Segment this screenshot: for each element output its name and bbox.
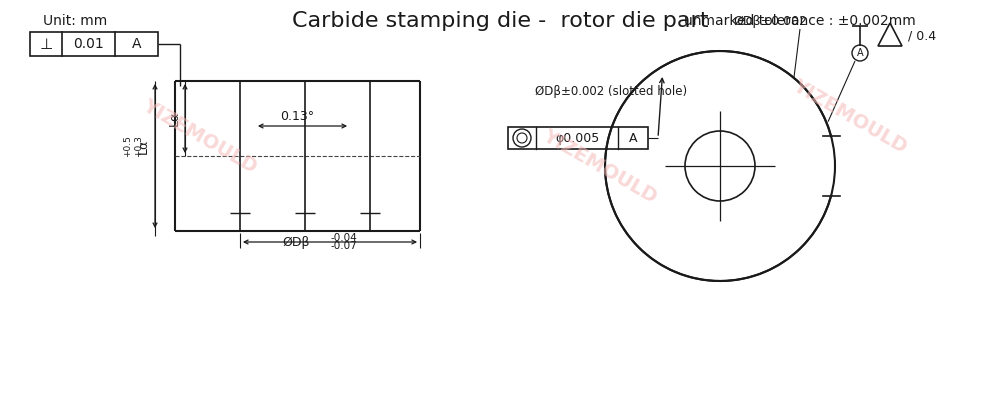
Text: YIZEMOULD: YIZEMOULD [539,126,661,206]
Text: Carbide stamping die -  rotor die part: Carbide stamping die - rotor die part [292,11,708,31]
Text: A: A [857,48,863,58]
Bar [508,127,648,149]
Bar [30,32,158,56]
Text: ØDβ±0.002: ØDβ±0.002 [733,15,807,27]
Text: unmarked tolerance : ±0.002mm: unmarked tolerance : ±0.002mm [684,14,916,28]
Text: 0.01: 0.01 [73,37,103,51]
Text: -0.04: -0.04 [330,233,357,243]
Text: ØDβ: ØDβ [283,236,310,249]
Text: A: A [132,37,142,51]
Text: ⊥: ⊥ [39,36,53,51]
Text: YIZEMOULD: YIZEMOULD [789,76,911,156]
Text: -0.07: -0.07 [330,241,357,251]
Text: Lα: Lα [168,111,181,126]
Text: A: A [629,131,637,145]
Text: φ0.005: φ0.005 [555,131,599,145]
Text: +0.5
+0.3: +0.5 +0.3 [123,135,143,157]
Text: ØDβ±0.002 (slotted hole): ØDβ±0.002 (slotted hole) [535,84,687,97]
Text: Lα: Lα [137,138,150,154]
Text: 0.13°: 0.13° [280,110,314,122]
Text: Unit: mm: Unit: mm [43,14,107,28]
Text: YIZEMOULD: YIZEMOULD [139,95,261,177]
Text: / 0.4: / 0.4 [908,29,936,42]
